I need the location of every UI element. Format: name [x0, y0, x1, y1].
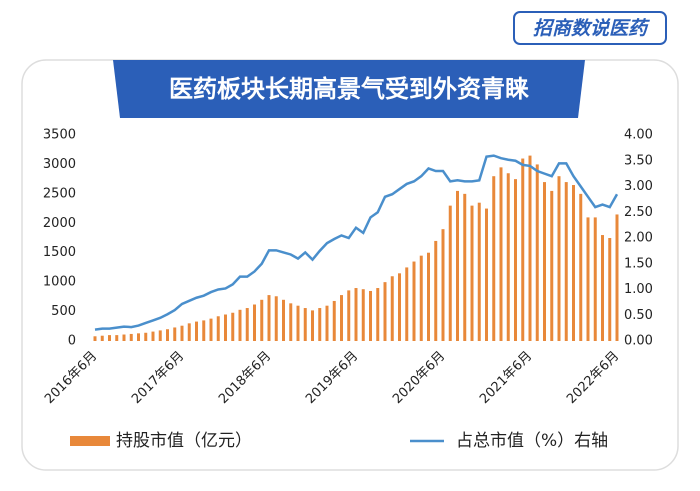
- bar: [579, 193, 583, 341]
- bar: [398, 273, 401, 341]
- bar: [441, 229, 445, 341]
- bar: [535, 164, 539, 341]
- bar: [122, 334, 126, 341]
- bar: [209, 318, 213, 341]
- legend-label: 占总市值（%）右轴: [456, 431, 608, 451]
- bar: [231, 312, 235, 341]
- line: [94, 154, 619, 331]
- bar: [550, 190, 554, 341]
- bar: [216, 316, 220, 341]
- bar: [383, 282, 387, 341]
- bar: [289, 303, 293, 341]
- y2-tick-label: 1.00: [624, 282, 653, 297]
- bar: [245, 308, 249, 341]
- bar: [318, 308, 322, 341]
- bar: [115, 335, 119, 341]
- y2-tick-label: 1.50: [624, 256, 653, 271]
- bar: [238, 309, 242, 341]
- title-banner: [113, 60, 585, 118]
- bar: [564, 182, 568, 341]
- bar: [412, 261, 416, 341]
- y2-tick-label: 2.00: [624, 231, 653, 246]
- bar: [274, 296, 278, 341]
- y-tick-label: 3500: [43, 128, 76, 143]
- bar: [100, 335, 104, 341]
- bar: [303, 308, 307, 341]
- bar: [332, 300, 336, 341]
- bar: [470, 205, 474, 341]
- y2-tick-label: 3.50: [624, 153, 653, 168]
- bar: [158, 330, 162, 341]
- bar: [253, 304, 256, 341]
- bar: [187, 323, 191, 341]
- bar: [354, 288, 358, 341]
- y-tick-label: 0: [68, 334, 76, 349]
- bar: [340, 295, 343, 341]
- y-tick-label: 3000: [43, 157, 76, 172]
- bar: [572, 185, 575, 341]
- bar: [492, 176, 496, 341]
- bar: [615, 214, 619, 341]
- bar: [129, 333, 133, 341]
- bar: [543, 182, 546, 341]
- bar: [448, 205, 452, 341]
- bar: [267, 295, 271, 341]
- bar: [521, 158, 525, 341]
- y2-tick-label: 4.00: [624, 128, 653, 143]
- bar: [166, 329, 169, 341]
- y-tick-label: 500: [51, 304, 76, 319]
- bar: [137, 333, 140, 341]
- chart-title: 医药板块长期高景气受到外资青睐: [169, 75, 529, 103]
- bar: [224, 314, 227, 341]
- bar: [586, 217, 590, 341]
- bar: [361, 289, 365, 341]
- bar: [93, 336, 97, 341]
- bar: [499, 167, 503, 341]
- bar: [376, 288, 380, 341]
- bar: [202, 320, 206, 341]
- bar: [151, 331, 155, 341]
- bar: [180, 325, 184, 341]
- bar: [608, 238, 612, 341]
- bar: [485, 208, 488, 341]
- y2-tick-label: 2.50: [624, 205, 653, 220]
- bar: [325, 305, 329, 341]
- y2-tick-label: 3.00: [624, 179, 653, 194]
- logo-box: [513, 11, 667, 45]
- bar: [463, 193, 467, 341]
- bar: [528, 155, 532, 341]
- y-tick-label: 1500: [43, 245, 76, 260]
- bar: [195, 321, 198, 341]
- y-tick-label: 2500: [43, 186, 76, 201]
- bar: [427, 252, 430, 341]
- bar: [405, 267, 409, 341]
- y2-tick-label: 0.00: [624, 334, 653, 349]
- bar: [296, 305, 300, 341]
- bar: [144, 332, 148, 341]
- bar: [369, 290, 372, 341]
- y-tick-label: 2000: [43, 216, 76, 231]
- bar: [477, 202, 481, 341]
- bar: [173, 327, 177, 341]
- legend-label: 持股市值（亿元）: [116, 431, 252, 451]
- bar: [506, 173, 510, 341]
- bar: [557, 176, 561, 341]
- bar: [347, 290, 351, 341]
- y2-tick-label: 0.50: [624, 308, 653, 323]
- logo: 招商数说医药: [533, 18, 650, 40]
- bar: [311, 310, 314, 341]
- bar: [419, 255, 423, 341]
- bar: [260, 299, 264, 341]
- bar: [593, 217, 597, 341]
- y-tick-label: 1000: [43, 275, 76, 290]
- bar: [456, 190, 459, 341]
- bar: [434, 240, 438, 341]
- bar: [390, 276, 394, 341]
- bar: [601, 235, 604, 341]
- bar: [514, 179, 517, 341]
- bar: [108, 335, 111, 341]
- bar: [282, 299, 285, 341]
- legend-swatch: [70, 436, 110, 446]
